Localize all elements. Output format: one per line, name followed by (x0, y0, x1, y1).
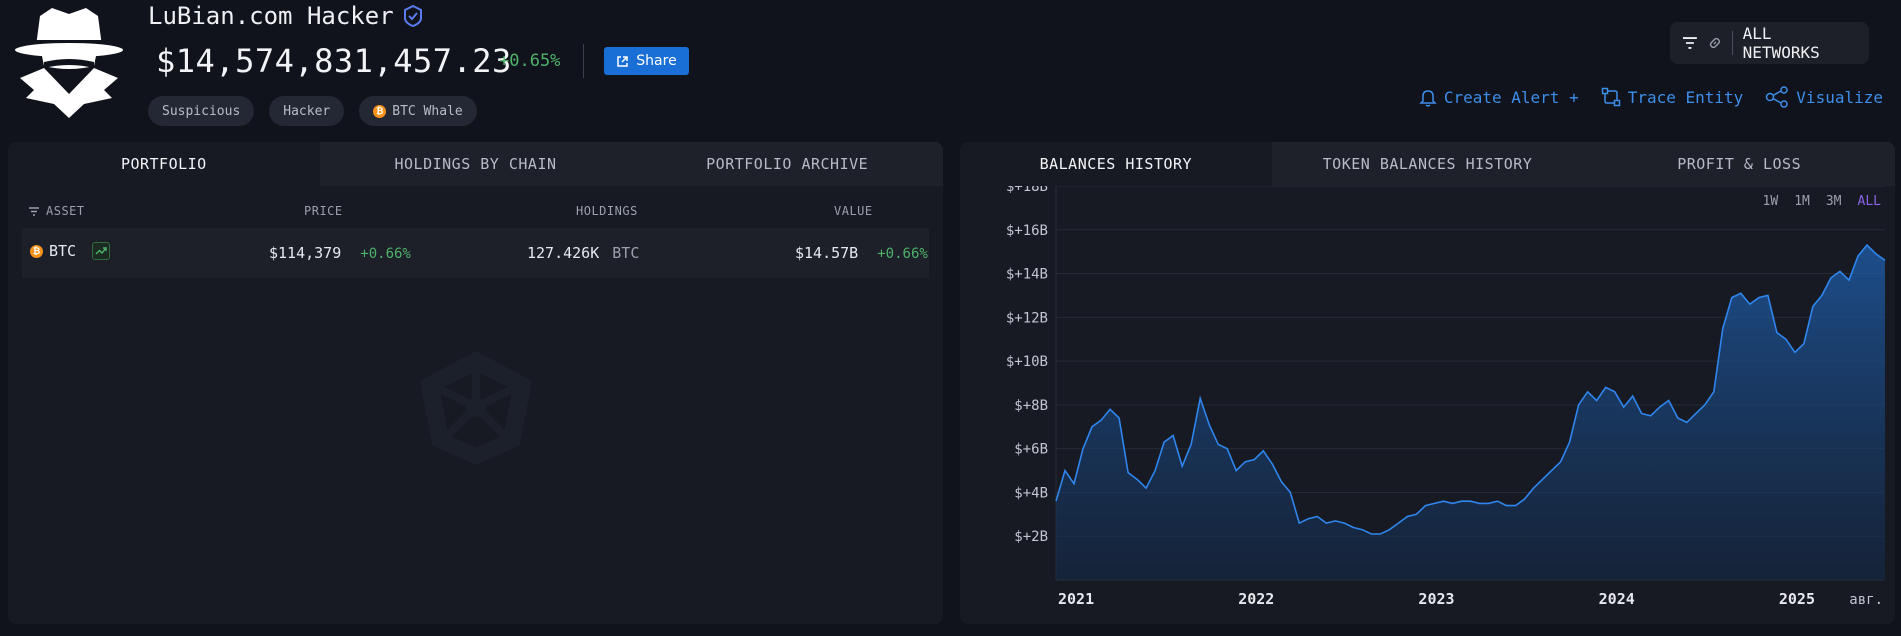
tag-label: Suspicious (162, 103, 241, 119)
table-row[interactable]: ₿ BTC $114,379 +0.66% 127.426K BTC $14.5… (22, 228, 929, 278)
range-1m[interactable]: 1M (1794, 194, 1810, 209)
x-tick-label: 2024 (1599, 590, 1635, 608)
holdings-unit: BTC (612, 244, 640, 262)
sort-icon (29, 206, 39, 216)
value-column-header[interactable]: VALUE (834, 204, 873, 218)
asset-symbol: BTC (49, 242, 77, 260)
holdings-cell: 127.426K BTC (527, 244, 639, 262)
share-button[interactable]: Share (604, 47, 689, 75)
y-tick-label: $+16B (1006, 223, 1048, 239)
balance-change: +0.65% (499, 51, 561, 71)
visualize-button[interactable]: Visualize (1765, 86, 1883, 108)
y-tick-label: $+8B (1014, 398, 1048, 414)
tab-holdings-by-chain[interactable]: HOLDINGS BY CHAIN (394, 155, 557, 173)
external-link-icon (617, 55, 629, 67)
create-alert-label: Create Alert + (1443, 87, 1579, 107)
x-tick-label: 2021 (1058, 590, 1094, 608)
balances-area-chart[interactable]: $+2B $+4B $+6B $+8B $+10B $+12B $+14B $+16B $+18… (960, 186, 1895, 624)
price-column-header[interactable]: PRICE (304, 204, 343, 218)
tag-hacker[interactable]: Hacker (269, 96, 345, 126)
balance-area-fill (1056, 245, 1885, 580)
balances-history-panel: BALANCES HISTORY TOKEN BALANCES HISTORY … (960, 142, 1895, 624)
y-tick-label: $+10B (1006, 354, 1048, 370)
y-tick-label: $+4B (1014, 485, 1048, 501)
asset-column-label: ASSET (46, 204, 85, 218)
graph-nodes-icon (1766, 86, 1789, 108)
portfolio-panel: PORTFOLIO HOLDINGS BY CHAIN PORTFOLIO AR… (8, 142, 943, 624)
tag-btc-whale[interactable]: ₿ BTC Whale (359, 96, 477, 126)
price-change: +0.66% (360, 246, 411, 262)
holdings-value: 127.426K (527, 244, 600, 262)
hacker-avatar (15, 8, 123, 118)
create-alert-button[interactable]: Create Alert + (1419, 86, 1579, 108)
x-tick-label: 2025 (1779, 590, 1815, 608)
bell-icon (1419, 89, 1437, 107)
tag-label: Hacker (283, 103, 331, 119)
link-icon (1709, 37, 1720, 49)
range-all[interactable]: ALL (1857, 194, 1881, 209)
network-selector[interactable]: ALL NETWORKS (1670, 22, 1869, 64)
table-header: ASSET PRICE HOLDINGS VALUE (28, 200, 929, 222)
portfolio-tabs: PORTFOLIO HOLDINGS BY CHAIN PORTFOLIO AR… (8, 142, 943, 186)
time-range-selector: 1W 1M 3M ALL (1763, 194, 1881, 209)
trace-icon (1601, 87, 1620, 107)
arkham-logo-watermark (420, 351, 532, 465)
tab-portfolio-archive[interactable]: PORTFOLIO ARCHIVE (706, 155, 869, 173)
header-divider (583, 44, 584, 78)
network-selector-label: ALL NETWORKS (1742, 24, 1820, 62)
y-tick-label: $+14B (1006, 267, 1048, 283)
btc-icon: ₿ (373, 104, 387, 118)
balance-series-line (1055, 243, 1886, 535)
y-tick-label: $+18B (1006, 186, 1048, 195)
filter-icon (1682, 37, 1697, 49)
price-cell: $114,379 +0.66% (269, 244, 411, 262)
tab-profit-loss[interactable]: PROFIT & LOSS (1677, 155, 1802, 173)
y-tick-label: $+2B (1014, 529, 1048, 545)
entity-tags: Suspicious Hacker ₿ BTC Whale (148, 96, 477, 126)
x-tick-label: 2022 (1238, 590, 1274, 608)
tab-portfolio[interactable]: PORTFOLIO (8, 142, 320, 186)
history-tabs: BALANCES HISTORY TOKEN BALANCES HISTORY … (960, 142, 1895, 186)
trace-entity-label: Trace Entity (1627, 87, 1744, 107)
tag-suspicious[interactable]: Suspicious (148, 96, 255, 126)
entity-name-text: LuBian.com Hacker (148, 2, 394, 30)
verified-badge-icon (403, 5, 422, 27)
share-label: Share (636, 53, 677, 69)
y-tick-label: $+6B (1014, 442, 1048, 458)
value-amount: $14.57B (795, 244, 859, 262)
asset-cell: ₿ BTC (30, 242, 111, 260)
holdings-column-header[interactable]: HOLDINGS (576, 204, 638, 218)
entity-actions: Create Alert + Trace Entity Visualize (1419, 86, 1883, 108)
entity-balance: $14,574,831,457.23 (156, 42, 512, 80)
tab-token-balances-history[interactable]: TOKEN BALANCES HISTORY (1322, 155, 1533, 173)
selector-divider (1731, 31, 1733, 55)
tab-balances-history[interactable]: BALANCES HISTORY (960, 142, 1272, 186)
x-tick-label: 2023 (1418, 590, 1454, 608)
entity-title: LuBian.com Hacker (148, 2, 424, 30)
btc-icon: ₿ (30, 244, 43, 258)
price-value: $114,379 (269, 244, 342, 262)
tag-label: BTC Whale (392, 103, 463, 119)
x-tick-label: авг. (1849, 592, 1883, 608)
trace-entity-button[interactable]: Trace Entity (1601, 86, 1744, 108)
value-change: +0.66% (877, 246, 928, 262)
y-tick-label: $+12B (1006, 310, 1048, 326)
range-1w[interactable]: 1W (1762, 194, 1779, 209)
asset-column-header[interactable]: ASSET (28, 204, 85, 218)
trend-chart-button[interactable] (92, 242, 111, 260)
value-cell: $14.57B +0.66% (795, 244, 928, 262)
visualize-label: Visualize (1796, 87, 1883, 107)
trending-up-icon (95, 247, 107, 255)
range-3m[interactable]: 3M (1825, 194, 1842, 209)
